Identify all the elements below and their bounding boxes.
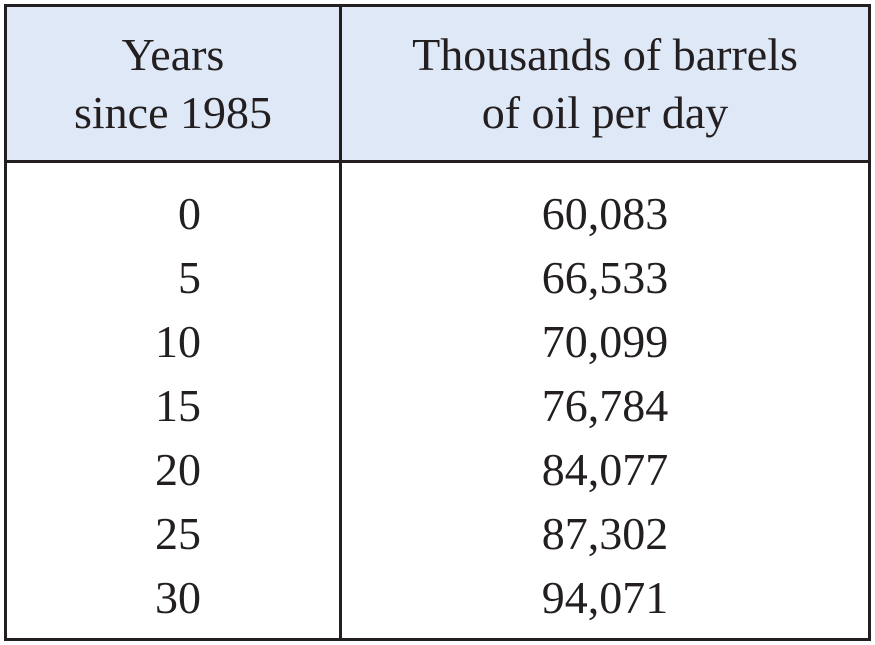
years-cell: 0 <box>178 188 201 239</box>
header-years-line-2: since 1985 <box>73 86 272 138</box>
years-cell: 25 <box>155 508 201 559</box>
barrels-cell: 70,099 <box>541 316 669 367</box>
barrels-cell: 76,784 <box>541 380 669 431</box>
barrels-cell: 94,071 <box>541 572 669 623</box>
barrels-cell: 84,077 <box>541 444 669 495</box>
header-years-line-1: Years <box>121 28 225 80</box>
years-cell: 30 <box>155 572 201 623</box>
years-cell: 20 <box>155 444 201 495</box>
header-barrels-line-2: of oil per day <box>481 86 729 138</box>
barrels-cell: 87,302 <box>541 508 669 559</box>
years-cell: 15 <box>155 380 201 431</box>
years-column: 0 5 10 15 20 25 30 <box>7 163 342 638</box>
data-table: Years since 1985 Thousands of barrels of… <box>4 4 871 641</box>
years-cell: 10 <box>155 316 201 367</box>
barrels-cell: 60,083 <box>541 188 669 239</box>
years-cell: 5 <box>178 252 201 303</box>
barrels-column: 60,083 66,533 70,099 76,784 84,077 87,30… <box>342 163 868 638</box>
barrels-cell: 66,533 <box>541 252 669 303</box>
header-barrels-line-1: Thousands of barrels <box>412 28 798 80</box>
header-years: Years since 1985 <box>7 7 342 163</box>
header-barrels: Thousands of barrels of oil per day <box>342 7 868 163</box>
